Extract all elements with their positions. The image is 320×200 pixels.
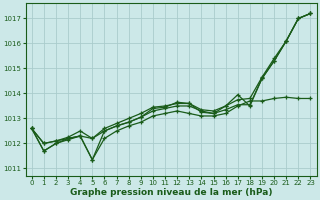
X-axis label: Graphe pression niveau de la mer (hPa): Graphe pression niveau de la mer (hPa) bbox=[70, 188, 272, 197]
